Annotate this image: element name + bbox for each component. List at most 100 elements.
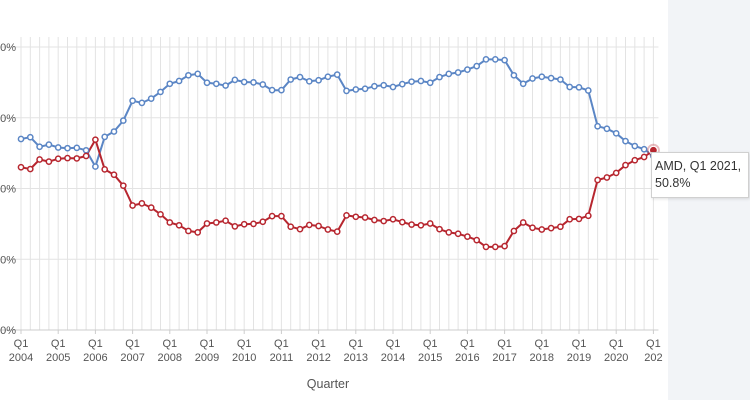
data-point xyxy=(17,163,25,171)
data-point xyxy=(557,76,564,83)
y-axis-ticks: 0% 20% 40% 60% 80% xyxy=(0,42,16,337)
x-tick-label-quarter: Q1 xyxy=(125,338,140,350)
data-point xyxy=(389,215,397,223)
data-point xyxy=(194,229,202,236)
x-tick-label-quarter: Q1 xyxy=(348,338,363,350)
data-point xyxy=(352,213,360,221)
x-tick-label-quarter: Q1 xyxy=(572,338,587,350)
data-point xyxy=(612,129,620,137)
x-tick-label-quarter: Q1 xyxy=(200,338,215,350)
data-point xyxy=(36,143,43,151)
x-tick-label-quarter: Q1 xyxy=(386,338,401,350)
data-point xyxy=(166,80,174,88)
data-point xyxy=(380,217,388,225)
data-point xyxy=(445,229,453,236)
x-tick-label-quarter: Q1 xyxy=(237,338,252,350)
x-tick-label-year: 2010 xyxy=(232,352,256,364)
x-tick-label-year: 2012 xyxy=(306,352,330,364)
data-point xyxy=(296,73,304,81)
x-tick-label-year: 202 xyxy=(644,352,662,364)
data-point xyxy=(73,144,81,152)
x-tick-label-quarter: Q1 xyxy=(88,338,103,350)
data-point xyxy=(212,219,220,226)
data-point xyxy=(343,212,350,219)
y-tick-label: 0% xyxy=(0,325,16,337)
x-tick-label-year: 2008 xyxy=(158,352,182,364)
x-tick-label-year: 2014 xyxy=(381,352,405,364)
data-point xyxy=(110,128,118,135)
data-point xyxy=(203,79,211,87)
tooltip-line-1: AMD, Q1 2021, xyxy=(655,159,742,173)
data-point xyxy=(212,80,220,88)
data-point xyxy=(491,243,499,251)
data-point xyxy=(594,176,601,184)
data-point xyxy=(240,78,248,86)
data-point xyxy=(259,218,267,226)
data-point xyxy=(436,73,443,81)
data-point xyxy=(631,156,639,164)
data-point xyxy=(371,82,378,90)
data-point xyxy=(584,212,592,220)
data-point xyxy=(501,56,508,64)
data-point xyxy=(529,224,536,232)
data-point xyxy=(324,226,332,233)
data-point xyxy=(138,99,146,107)
data-point xyxy=(473,62,481,70)
data-point xyxy=(64,144,71,152)
data-point xyxy=(54,144,62,151)
data-point xyxy=(222,82,229,89)
x-tick-label-quarter: Q1 xyxy=(311,338,326,350)
data-point xyxy=(333,71,341,78)
data-point xyxy=(529,75,536,82)
data-point xyxy=(250,79,257,86)
data-point xyxy=(82,146,90,154)
data-point xyxy=(240,220,248,228)
x-axis-ticks: Q1 2004 Q1 2005 Q1 2006 Q1 2007 Q1 2008 Q1 2009 Q1 20… xyxy=(9,330,663,364)
data-point xyxy=(510,227,518,235)
data-point xyxy=(603,174,611,181)
data-tooltip: AMD, Q1 2021, 50.8% xyxy=(651,152,749,198)
x-tick-label-year: 2009 xyxy=(195,352,219,364)
data-point xyxy=(147,95,155,102)
data-point xyxy=(464,233,471,240)
data-point xyxy=(538,226,546,233)
x-tick-label-year: 2005 xyxy=(46,352,70,364)
data-point xyxy=(296,225,304,233)
data-point xyxy=(250,220,257,228)
data-point xyxy=(566,215,574,223)
data-point xyxy=(259,81,267,88)
data-point xyxy=(36,156,43,163)
data-point xyxy=(147,204,155,211)
data-point xyxy=(119,117,127,124)
x-tick-label-quarter: Q1 xyxy=(609,338,624,350)
x-tick-label-quarter: Q1 xyxy=(460,338,475,350)
data-point xyxy=(185,227,192,235)
data-point xyxy=(380,81,388,89)
x-tick-label-quarter: Q1 xyxy=(274,338,289,350)
x-tick-label-year: 2006 xyxy=(83,352,107,364)
data-point xyxy=(268,212,276,220)
data-point xyxy=(268,86,276,94)
x-tick-label-quarter: Q1 xyxy=(423,338,438,350)
y-tick-label: 20% xyxy=(0,254,16,266)
data-point xyxy=(119,182,127,190)
x-tick-label-quarter: Q1 xyxy=(51,338,66,350)
data-point xyxy=(473,236,481,244)
data-point xyxy=(343,87,350,95)
data-point xyxy=(166,219,174,226)
data-point xyxy=(26,165,34,173)
data-point xyxy=(287,223,295,231)
x-tick-label-year: 2011 xyxy=(270,352,294,364)
x-tick-label-quarter: Q1 xyxy=(497,338,512,350)
data-point xyxy=(464,66,471,73)
data-point xyxy=(426,79,434,87)
data-point xyxy=(436,225,443,233)
data-point xyxy=(305,221,313,229)
data-point xyxy=(129,97,136,105)
data-point xyxy=(157,88,164,96)
data-point xyxy=(315,76,322,84)
y-tick-label: 60% xyxy=(0,113,16,125)
data-point xyxy=(352,86,360,93)
data-point xyxy=(287,76,295,83)
